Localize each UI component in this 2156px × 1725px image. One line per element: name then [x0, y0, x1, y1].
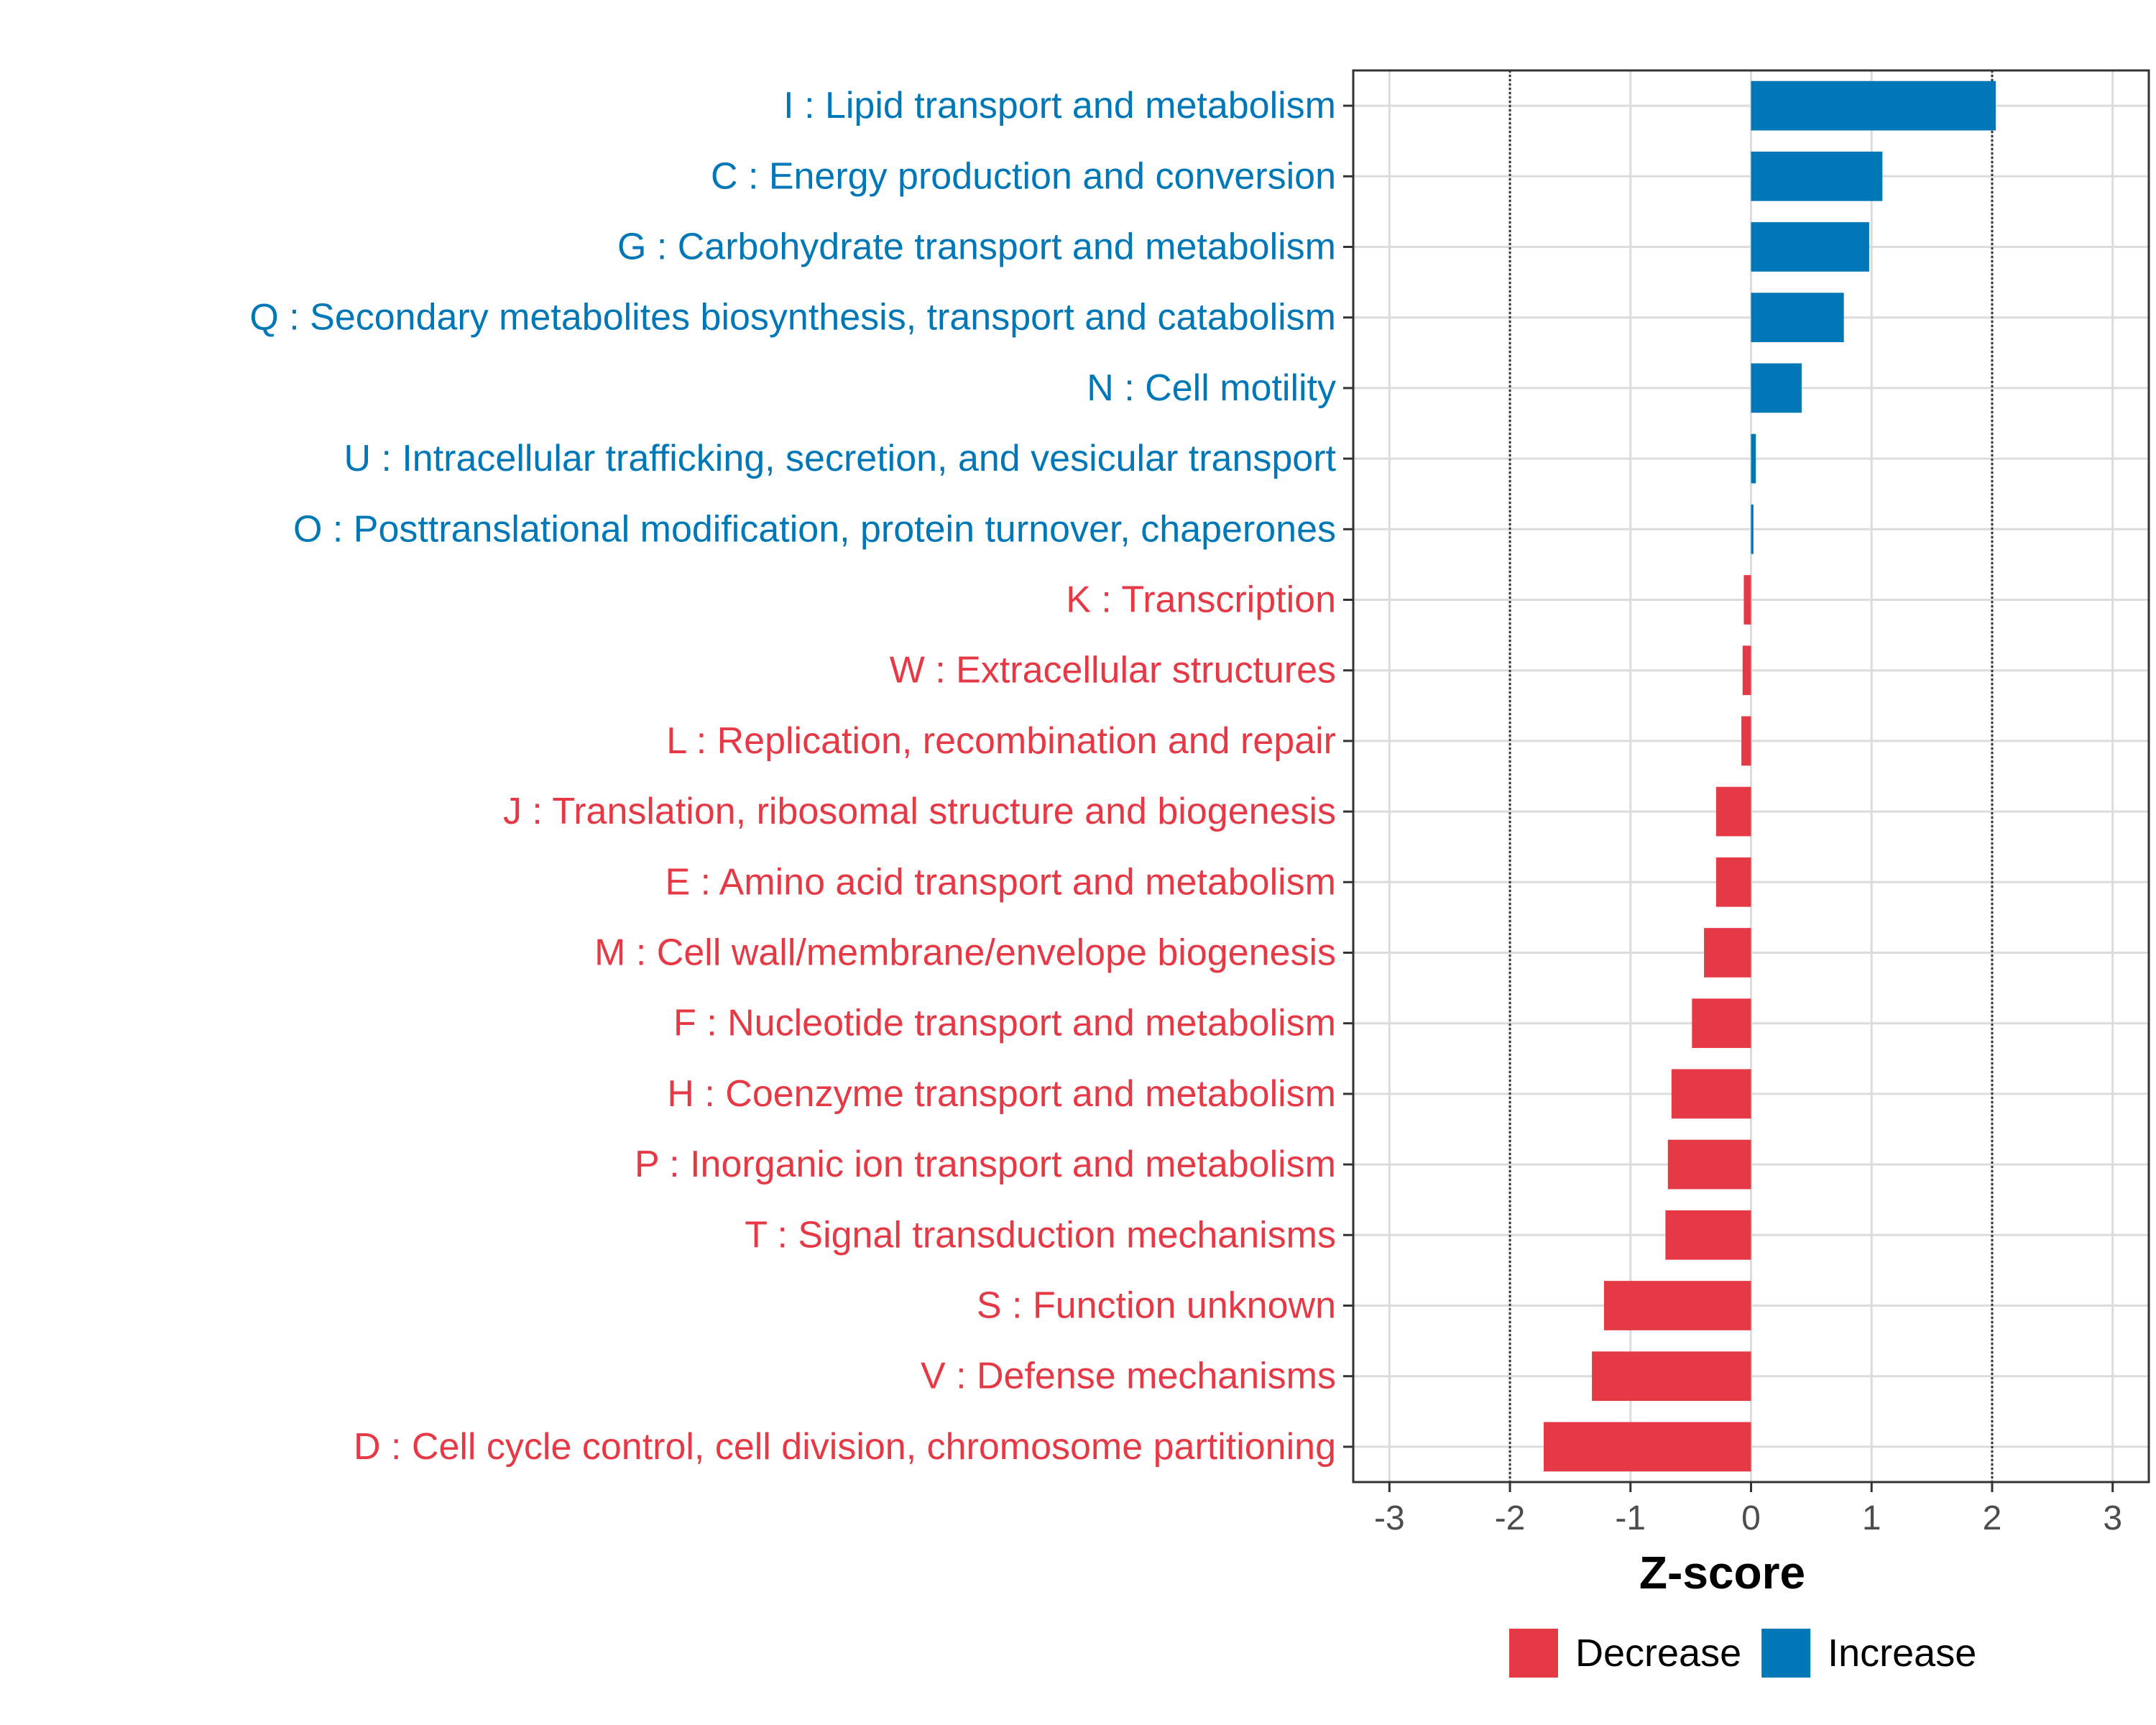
- category-label: W : Extracellular structures: [890, 650, 1336, 691]
- bar: [1603, 1281, 1751, 1330]
- legend-label: Increase: [1828, 1632, 1976, 1675]
- x-axis-title: Z-score: [1639, 1547, 1805, 1598]
- category-label: E : Amino acid transport and metabolism: [665, 861, 1336, 903]
- legend: Decrease Increase: [1509, 1629, 1976, 1678]
- bar: [1667, 1139, 1751, 1190]
- category-label: P : Inorganic ion transport and metaboli…: [635, 1144, 1336, 1185]
- category-label: S : Function unknown: [977, 1285, 1336, 1327]
- bar: [1742, 645, 1751, 696]
- bar: [1751, 151, 1883, 201]
- bar: [1741, 716, 1751, 766]
- bar: [1665, 1210, 1751, 1260]
- category-labels: I : Lipid transport and metabolism C : En…: [249, 85, 1336, 1468]
- category-label: L : Replication, recombination and repai…: [666, 720, 1336, 762]
- category-label: G : Carbohydrate transport and metabolis…: [617, 226, 1336, 268]
- category-label: T : Signal transduction mechanisms: [745, 1214, 1336, 1256]
- bar: [1592, 1351, 1751, 1402]
- bar: [1751, 363, 1802, 413]
- category-label: I : Lipid transport and metabolism: [783, 85, 1336, 126]
- bar: [1671, 1069, 1751, 1119]
- legend-label: Decrease: [1575, 1632, 1741, 1675]
- bar: [1751, 504, 1754, 554]
- x-tick-label: 3: [2103, 1499, 2122, 1537]
- category-label: U : Intracellular trafficking, secretion…: [344, 438, 1336, 479]
- bar: [1751, 433, 1756, 484]
- x-tick-label: 0: [1741, 1499, 1761, 1537]
- grid-lines: [1353, 70, 2149, 1482]
- x-tick-label: -2: [1495, 1499, 1526, 1537]
- category-label: K : Transcription: [1066, 579, 1336, 621]
- bar: [1751, 80, 1996, 131]
- x-tick-label: -1: [1615, 1499, 1646, 1537]
- bar: [1751, 293, 1844, 343]
- category-label: J : Translation, ribosomal structure and…: [503, 791, 1336, 832]
- category-label: D : Cell cycle control, cell division, c…: [354, 1426, 1336, 1468]
- bar: [1715, 857, 1751, 907]
- bar: [1743, 575, 1751, 625]
- bar: [1715, 786, 1751, 837]
- bar: [1692, 998, 1751, 1049]
- bar: [1751, 222, 1869, 272]
- category-label: V : Defense mechanisms: [921, 1356, 1336, 1397]
- x-tick-label: 2: [1983, 1499, 2002, 1537]
- y-axis-ticks: [1343, 104, 1353, 1448]
- bar: [1544, 1422, 1751, 1472]
- category-label: F : Nucleotide transport and metabolism: [673, 1003, 1336, 1044]
- legend-key: [1509, 1629, 1558, 1678]
- bar: [1704, 928, 1751, 978]
- category-label: H : Coenzyme transport and metabolism: [667, 1073, 1336, 1115]
- x-tick-label: -3: [1374, 1499, 1405, 1537]
- category-label: O : Posttranslational modification, prot…: [293, 508, 1336, 550]
- x-tick-label: 1: [1862, 1499, 1881, 1537]
- category-label: Q : Secondary metabolites biosynthesis, …: [249, 297, 1336, 339]
- x-axis-ticks: -3 -2 -1 0 1 2 3: [1374, 1482, 2122, 1537]
- category-label: M : Cell wall/membrane/envelope biogenes…: [594, 932, 1336, 974]
- category-label: C : Energy production and conversion: [711, 155, 1336, 197]
- bars: [1544, 80, 1996, 1472]
- category-label: N : Cell motility: [1087, 367, 1336, 409]
- legend-key: [1761, 1629, 1811, 1678]
